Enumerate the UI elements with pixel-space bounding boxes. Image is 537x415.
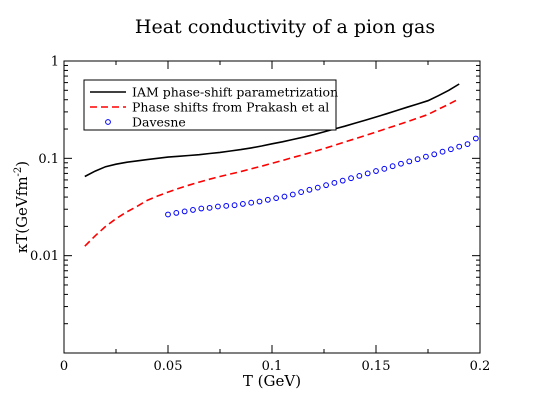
data-point-davesne <box>356 172 363 179</box>
legend-label-davesne: Davesne <box>132 115 186 130</box>
data-point-davesne <box>314 184 321 191</box>
data-point-davesne <box>389 163 396 170</box>
y-axis-label-close: ) <box>13 161 31 167</box>
data-point-davesne <box>256 198 263 205</box>
data-point-davesne <box>239 201 246 207</box>
legend-box <box>83 79 337 131</box>
y-tick-label: 0.01 <box>30 249 59 264</box>
data-point-davesne <box>165 211 171 218</box>
data-point-davesne <box>281 193 288 200</box>
y-axis-label: κT(GeVfm-2) <box>13 161 31 253</box>
y-axis-ticks: 0.01 0.1 1 <box>30 55 480 325</box>
y-axis-label-superscript: -2 <box>13 167 24 177</box>
data-point-davesne <box>348 175 354 182</box>
legend-label-iam-phase-shift-parametrization: IAM phase-shift parametrization <box>132 85 338 100</box>
x-axis-ticks: 0 0.05 0.1 0.15 0.2 <box>60 61 490 374</box>
data-point-davesne <box>264 196 271 203</box>
data-point-davesne <box>298 189 305 195</box>
legend-swatch-davesne <box>105 119 111 125</box>
data-point-davesne <box>439 148 446 155</box>
data-point-davesne <box>289 191 296 198</box>
plot-area: 0 0.05 0.1 0.15 0.2 0.01 0.1 1 <box>30 55 490 375</box>
y-axis-label-main: κT(GeVfm <box>13 176 31 253</box>
y-tick-label: 0.1 <box>38 152 59 167</box>
chart-title: Heat conductivity of a pion gas <box>135 16 435 38</box>
series-line-phase-shifts-from-prakash-et-al <box>84 97 460 247</box>
data-point-davesne <box>223 202 230 209</box>
data-point-davesne <box>306 186 313 193</box>
x-tick-label: 0.05 <box>154 359 183 374</box>
y-tick-label: 1 <box>51 55 59 70</box>
data-point-davesne <box>447 146 454 153</box>
data-point-davesne <box>398 160 404 167</box>
data-point-davesne <box>373 168 379 174</box>
data-point-davesne <box>273 195 280 202</box>
data-point-davesne <box>414 156 421 163</box>
data-point-davesne <box>381 165 388 172</box>
data-point-davesne <box>248 199 255 206</box>
data-point-davesne <box>464 141 471 148</box>
data-point-davesne <box>231 202 238 209</box>
data-point-davesne <box>431 151 438 158</box>
data-point-davesne <box>339 177 346 184</box>
data-point-davesne <box>472 135 479 142</box>
series-layer <box>84 83 479 247</box>
data-point-davesne <box>364 170 371 177</box>
data-point-davesne <box>190 207 196 213</box>
data-point-davesne <box>215 203 221 210</box>
x-tick-label: 0.2 <box>470 359 491 374</box>
data-point-davesne <box>456 143 463 150</box>
x-tick-label: 0 <box>60 359 68 374</box>
data-point-davesne <box>323 182 329 189</box>
legend-label-phase-shifts-from-prakash-et-al: Phase shifts from Prakash et al <box>132 100 329 115</box>
data-point-davesne <box>173 210 180 216</box>
data-point-davesne <box>423 153 429 160</box>
x-tick-label: 0.15 <box>362 359 391 374</box>
x-tick-label: 0.1 <box>262 359 283 374</box>
data-point-davesne <box>406 158 413 165</box>
data-point-davesne <box>181 208 188 215</box>
x-axis-label: T (GeV) <box>243 372 301 390</box>
series-line-iam-phase-shift-parametrization <box>84 83 460 178</box>
data-point-davesne <box>206 204 213 211</box>
data-point-davesne <box>198 205 205 212</box>
data-point-davesne <box>331 179 338 186</box>
